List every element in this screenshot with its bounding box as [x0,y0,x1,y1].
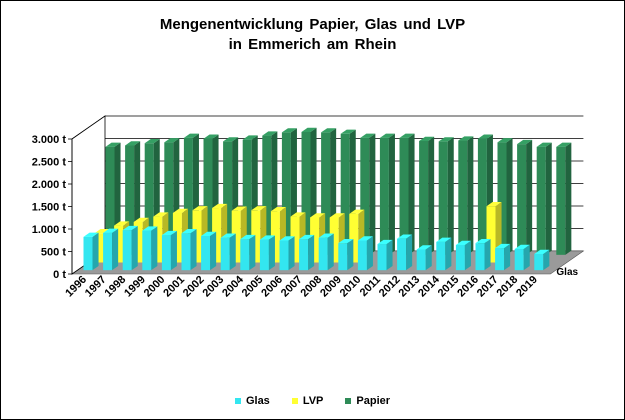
y-tick-label: 3.000 t [32,134,67,146]
chart-title-line-1: Mengenentwicklung Papier, Glas und LVP [159,16,466,33]
bar-glas [436,237,452,271]
bar-papier [556,142,572,255]
legend-label: LVP [302,395,324,407]
bar-papier [438,137,454,255]
x-tick-label: 2017 [475,274,501,300]
x-tick-label: 2015 [436,274,462,300]
bar-glas [318,233,334,271]
legend-item-glas: Glas [234,395,270,407]
x-tick-label: 2019 [514,274,540,300]
y-tick-label: 1.000 t [32,224,67,236]
depth-axis-label: Glas [556,267,578,278]
y-tick-label: 500 t [41,247,66,259]
y-tick-label: 1.500 t [32,202,67,214]
y-tick-label: 2.500 t [32,157,67,169]
bar-papier [536,142,552,255]
bar-glas [220,233,236,271]
y-tick-label: 0 t [53,269,66,281]
x-tick-label: 2003 [201,274,227,300]
bar-papier [360,133,376,255]
legend-item-lvp: LVP [291,395,324,407]
bar-glas [338,238,354,271]
x-tick-label: 2012 [377,274,403,300]
legend-label: Papier [356,395,391,407]
x-tick-label: 2001 [161,274,187,300]
legend-swatch [345,398,352,404]
bar-papier [458,136,474,255]
x-tick-label: 2013 [397,274,423,300]
bar-glas [514,244,530,271]
bar-glas [122,225,138,271]
x-tick-label: 2010 [338,274,364,300]
x-tick-label: 2016 [455,274,481,300]
x-tick-label: 2014 [416,273,442,299]
x-tick-label: 1996 [63,274,89,300]
bar-glas [495,243,511,271]
x-tick-label: 2006 [259,274,285,300]
bar-papier [419,136,435,255]
bar-papier [517,139,533,255]
chart-title: Mengenentwicklung Papier, Glas und LVP i… [1,15,624,55]
legend-item-papier: Papier [345,395,390,407]
bar-papier [379,133,395,255]
bar-glas [279,236,295,271]
bar-glas [377,239,393,271]
x-tick-label: 2005 [240,274,266,300]
x-tick-label: 2008 [299,274,325,300]
bar-glas [142,226,158,271]
x-tick-label: 2007 [279,274,305,300]
bar-glas [357,236,373,271]
x-tick-label: 1998 [103,274,129,300]
x-tick-label: 2011 [358,274,383,299]
x-tick-label: 2009 [318,274,344,300]
x-tick-label: 1999 [122,274,148,300]
x-tick-label: 2018 [495,274,521,300]
legend: Glas LVP Papier [1,395,624,407]
bars [83,127,572,271]
legend-label: Glas [245,395,270,407]
bar-glas [201,231,217,271]
x-tick-label: 2000 [142,274,168,300]
legend-swatch [234,398,241,404]
bar-papier [497,138,513,255]
bar-glas [455,240,471,271]
chart-title-line-2: in Emmerich am Rhein [228,36,397,53]
bar-glas [161,230,177,271]
bar-papier [399,133,415,255]
bar-glas [83,232,99,271]
bar-glas [299,234,315,271]
bar-glas [103,228,119,271]
bar-glas [181,229,197,271]
bar-glas [534,249,550,271]
bar-glas [240,234,256,271]
legend-swatch [291,398,298,404]
x-tick-label: 1997 [83,274,109,300]
bar-glas [416,245,432,271]
bar-glas [397,234,413,271]
bar-glas [259,235,275,271]
x-tick-label: 2002 [181,274,207,300]
bar-glas [475,238,491,271]
x-tick-label: 2004 [220,273,246,299]
y-tick-label: 2.000 t [32,179,67,191]
